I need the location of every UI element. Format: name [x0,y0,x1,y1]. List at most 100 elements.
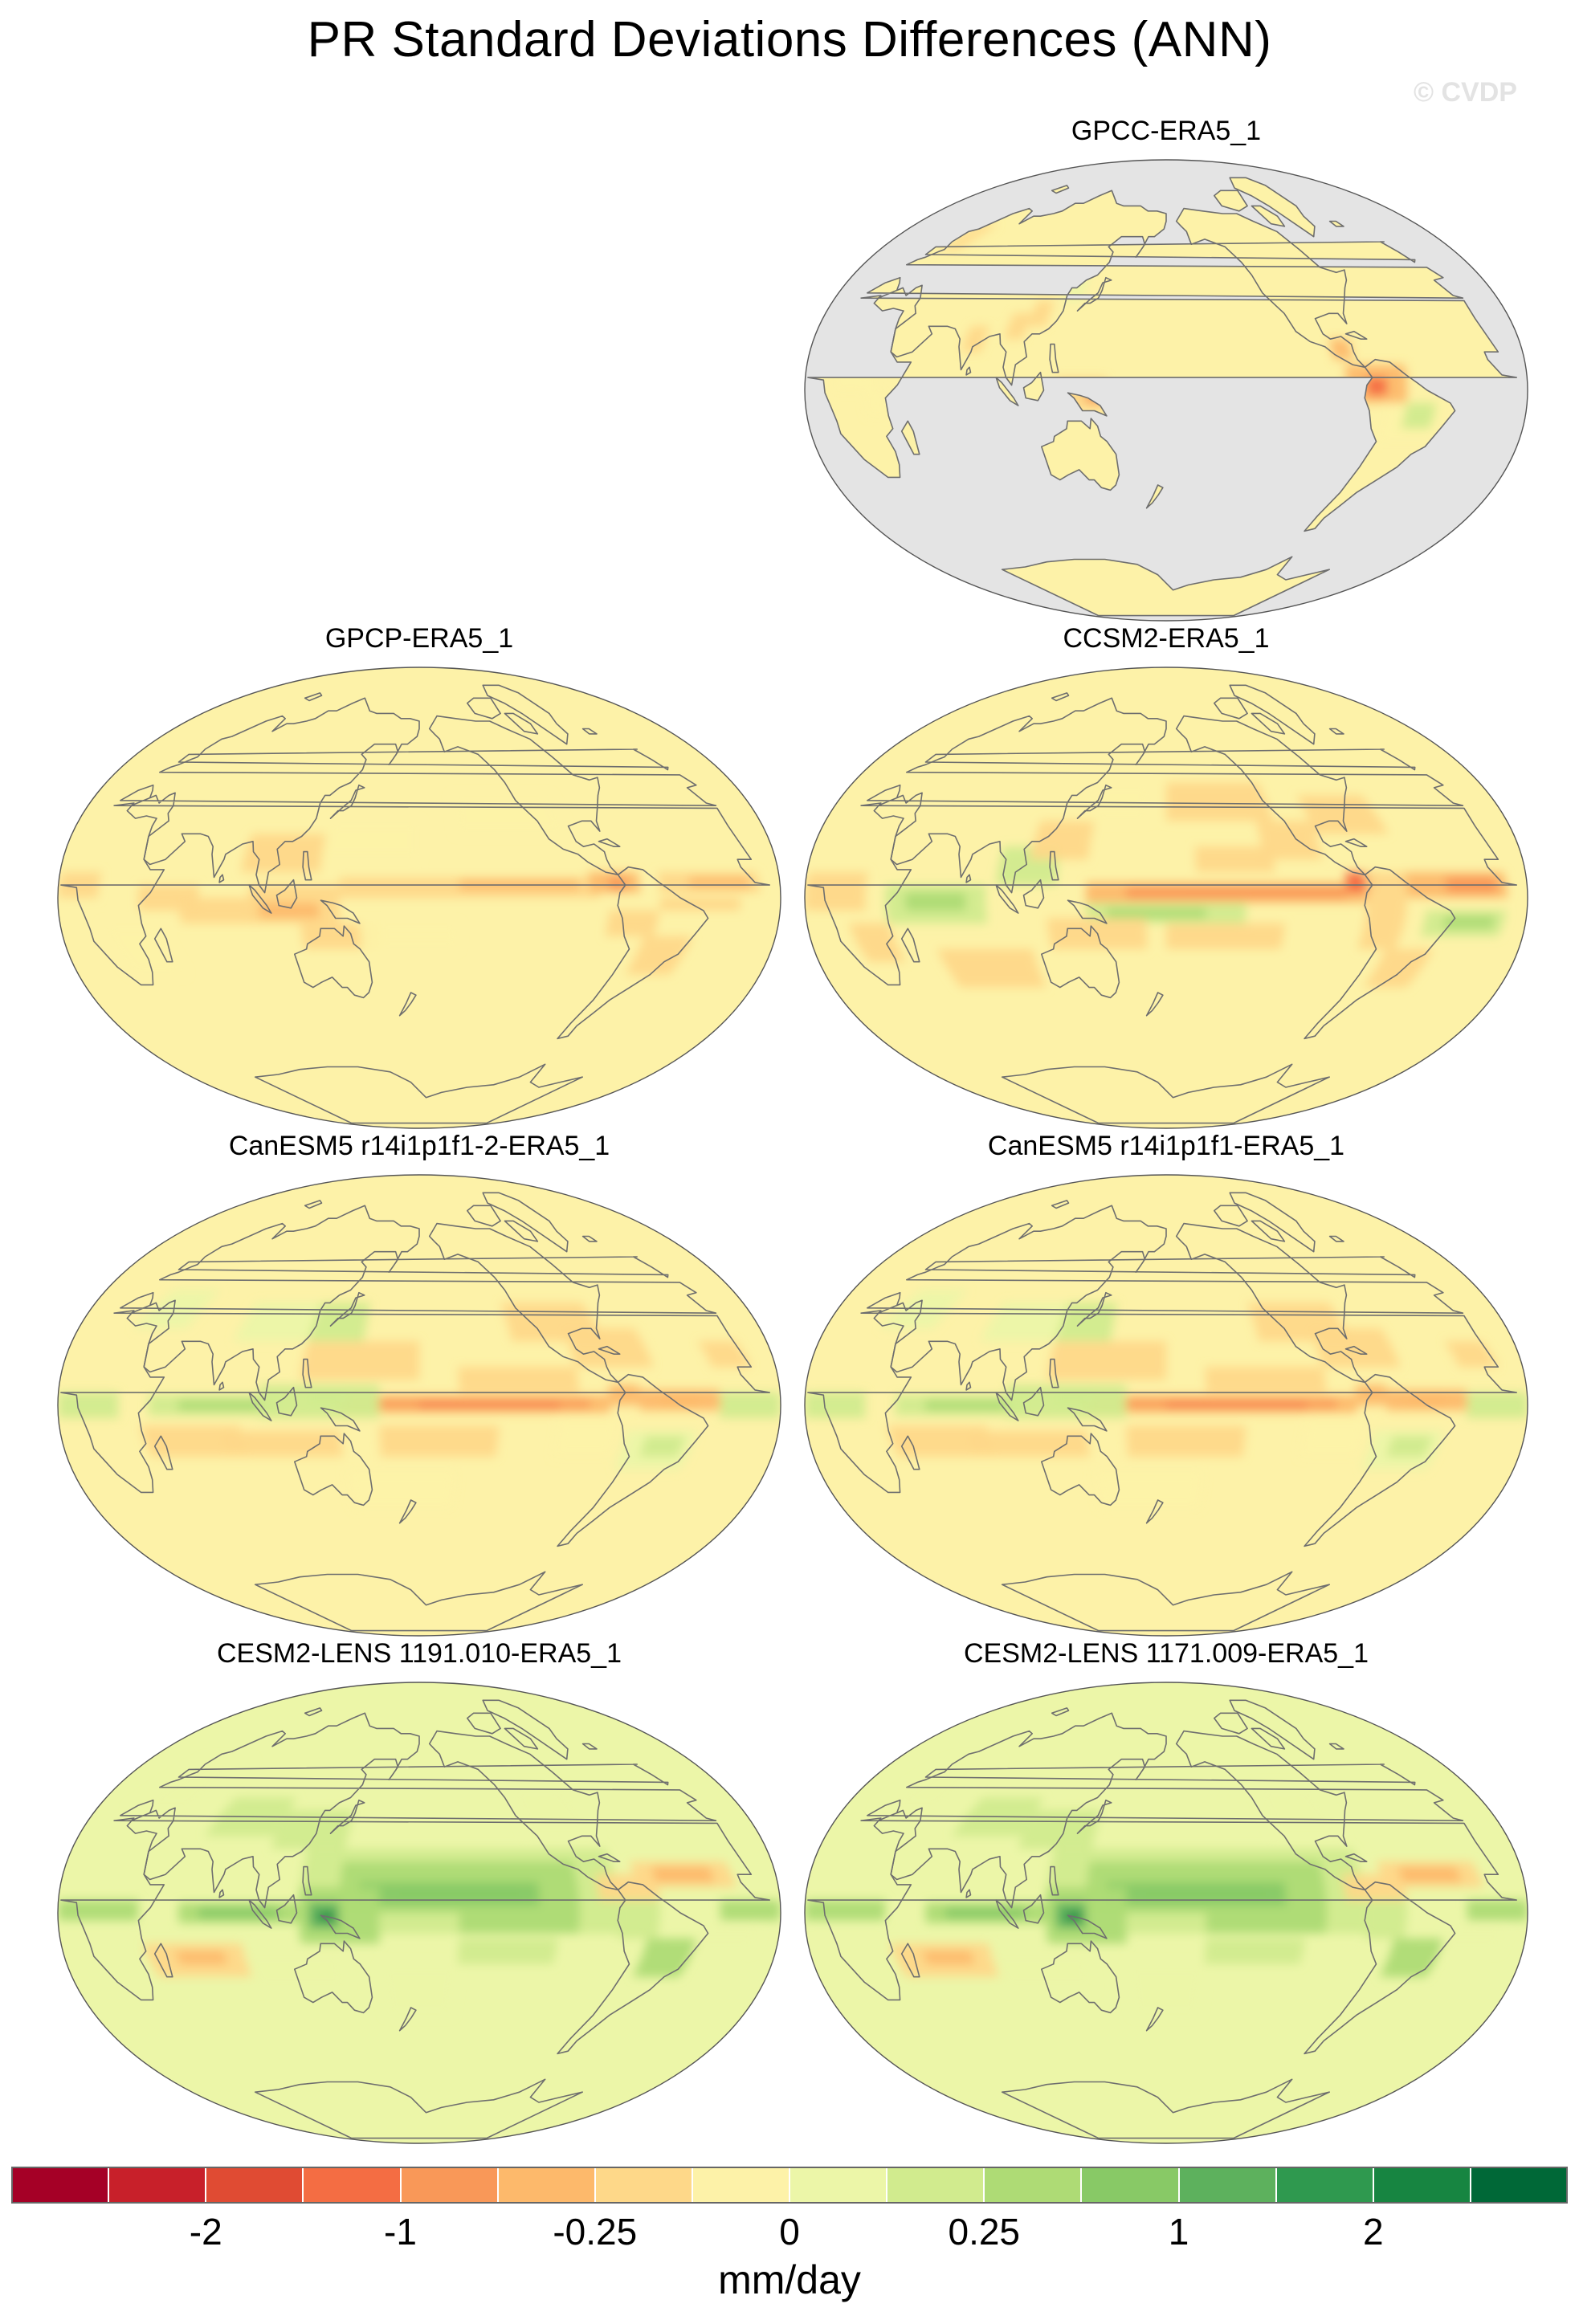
anomaly-region [719,1392,781,1418]
coast-cuba [598,838,621,847]
anomaly-region [1018,1810,1102,1849]
anomaly-region [1166,1402,1307,1409]
anomaly-region [300,1341,419,1380]
coast-indonesia-borneo [1022,371,1045,402]
coast-japan [1076,276,1112,312]
coast-indonesia-sumatra [248,884,272,914]
anomaly-region [379,1425,500,1457]
field-anomalies [58,1290,781,1508]
map-boundary [57,1682,781,2144]
coast-british-isles [177,1256,669,1278]
coast-new-guinea [320,1407,361,1432]
anomaly-region [1366,377,1387,396]
map-plot [804,159,1528,622]
anomaly-region [138,885,199,911]
anomaly-region [271,1810,355,1849]
anomaly-region [1126,1425,1246,1457]
anomaly-region [1003,313,1032,340]
coast-north-america [1175,1730,1366,1891]
anomaly-region [968,1430,1090,1457]
colorbar-box [1373,2167,1471,2204]
coast-philippines [302,1865,312,1896]
coast-north-america [1175,715,1366,876]
anomaly-region [692,1925,760,1951]
coast-australia [1041,1433,1120,1507]
anomaly-region [632,1938,697,1977]
anomaly-region [308,1303,371,1342]
map-boundary [804,1682,1528,2144]
anomaly-region [1076,782,1151,822]
coast-cuba [1344,1853,1368,1862]
coast-svalbard [1051,1707,1070,1717]
coast-new-guinea [1067,1407,1108,1432]
anomaly-region [873,1759,1002,1811]
coast-new-zealand [1145,2007,1164,2032]
anomaly-region [133,1290,221,1329]
anomaly-region [459,1913,580,1934]
colorbar-tick-label: -0.25 [553,2211,638,2253]
coast-indonesia-sumatra [995,377,1019,406]
coastlines [807,1192,1517,1632]
coast-madagascar [153,928,173,963]
coast-eurasia [867,1205,1464,1401]
coast-africa [60,1817,770,2001]
anomaly-region [805,1900,887,1921]
coast-philippines [1049,343,1059,373]
map-plot [57,1682,781,2144]
coast-cuba [598,1345,621,1355]
coast-philippines [1049,850,1059,881]
coast-japan [329,784,365,819]
coast-antarctica [1001,1063,1330,1124]
coast-south-america [557,866,709,1040]
coast-new-guinea [320,899,361,924]
anomaly-region [553,1417,620,1457]
coast-sri-lanka [218,874,225,883]
anomaly-region [359,923,459,949]
colorbar-tick-label: 0 [779,2211,800,2253]
panel-title: GPCC-ERA5_1 [1071,116,1262,146]
map-field [805,1682,1528,2143]
coast-sri-lanka [965,1889,972,1898]
coast-baffin-island [1251,205,1286,227]
anomaly-region [1466,1392,1528,1418]
coast-south-america [1304,1881,1456,2055]
anomaly-region [805,1392,867,1418]
map-panel: CanESM5 r14i1p1f1-2-ERA5_1 [56,1131,782,1645]
anomaly-region [126,1759,255,1811]
anomaly-region [1186,890,1307,895]
coast-iceland [1328,1743,1344,1750]
anomaly-region [1397,1866,1463,1882]
coast-canadian-archipelago [1214,697,1248,720]
colorbar-tick-label: 0.25 [948,2211,1021,2253]
coast-iceland [1328,728,1344,735]
coast-sri-lanka [218,1889,225,1898]
anomaly-region [1385,1436,1433,1457]
anomaly-region [198,1907,279,1918]
map-plot [57,667,781,1129]
anomaly-region [687,877,750,888]
anomaly-region [457,1938,558,1964]
coast-north-america [428,1730,619,1891]
anomaly-region [651,1866,716,1882]
coast-indonesia-borneo [1022,1386,1045,1417]
coast-greenland [1229,684,1316,745]
coast-eurasia [867,1712,1464,1909]
coast-new-zealand [1145,484,1164,509]
coast-indonesia-sumatra [995,1392,1019,1421]
coast-madagascar [153,1943,173,1978]
coast-cuba [1344,838,1368,847]
map-plot [804,667,1528,1129]
coast-iceland [581,1235,598,1242]
coast-eurasia [120,1205,717,1401]
panel-title: CESM2-LENS 1191.010-ERA5_1 [217,1638,622,1669]
coast-australia [294,925,373,999]
coast-iceland [581,728,598,735]
coast-japan [329,1799,365,1834]
coast-madagascar [900,1435,920,1470]
coast-greenland [482,1192,569,1253]
field-anomalies [58,795,761,975]
coast-british-isles [924,1763,1416,1786]
coast-greenland [1229,177,1316,238]
anomaly-region [945,1907,1026,1918]
coast-cuba [1344,330,1368,340]
